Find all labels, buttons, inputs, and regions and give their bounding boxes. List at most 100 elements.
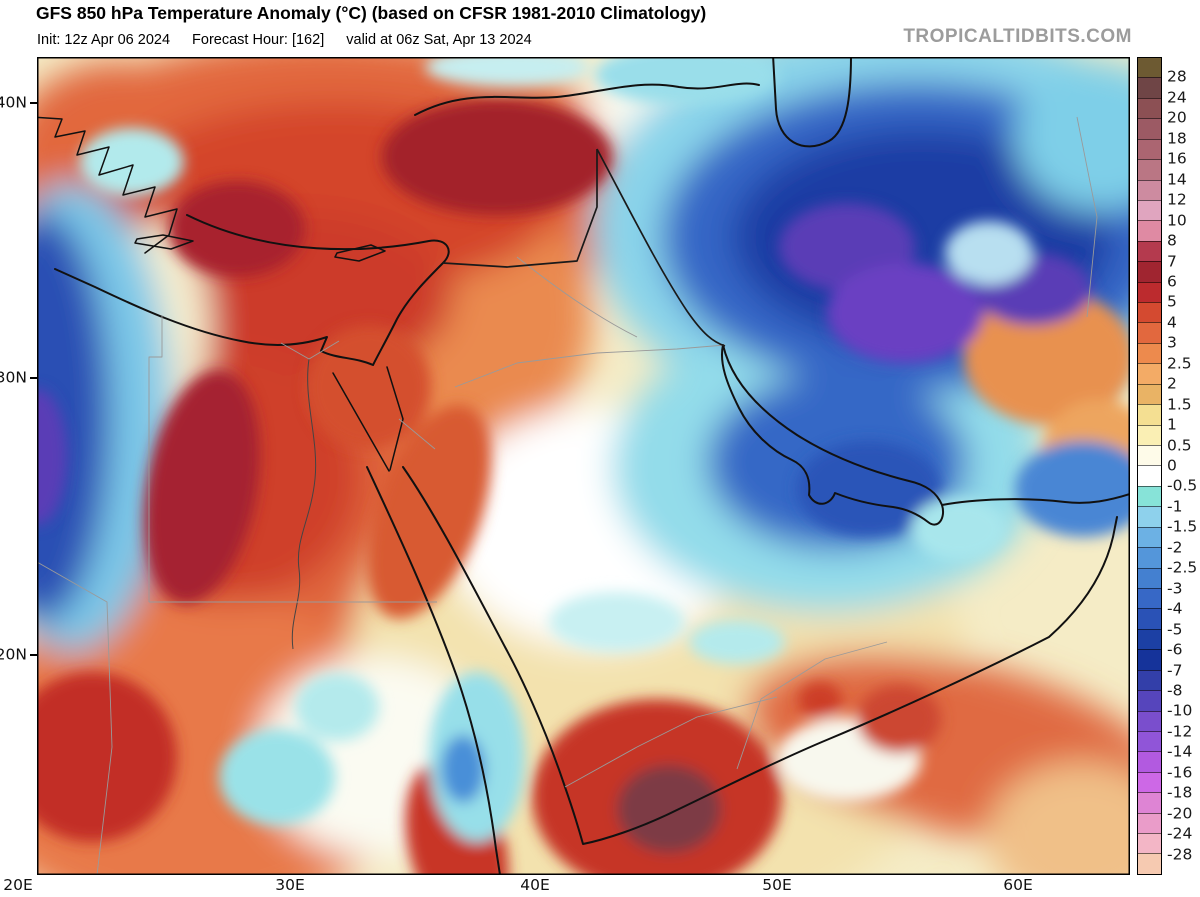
border-libya-egypt bbox=[148, 315, 163, 602]
coastline-gulf-of-aqaba bbox=[386, 366, 404, 471]
colorbar-segment bbox=[1138, 199, 1161, 221]
colorbar-tick-label: -5 bbox=[1167, 620, 1183, 639]
longitude-axis: 20E 30E 40E 50E 60E bbox=[0, 876, 1130, 897]
anomaly-oman-red-spot bbox=[857, 685, 941, 753]
anomaly-top-cyan-1 bbox=[595, 57, 779, 105]
border-saudi-north bbox=[454, 344, 726, 388]
map-canvas bbox=[37, 57, 1130, 875]
colorbar-tick-label: -2.5 bbox=[1167, 558, 1198, 577]
colorbar-tick-label: -7 bbox=[1167, 661, 1183, 680]
colorbar-tick-label: -20 bbox=[1167, 804, 1193, 823]
coastline-crete bbox=[134, 234, 194, 250]
anomaly-iran-hole-light bbox=[945, 221, 1033, 285]
anomaly-sudan-cyan-2 bbox=[295, 673, 379, 741]
colorbar-tick-label: 0 bbox=[1167, 456, 1177, 475]
forecast-meta: Init: 12z Apr 06 2024 Forecast Hour: [16… bbox=[37, 32, 550, 48]
map-area bbox=[37, 57, 1130, 875]
anomaly-iran-coast-orange bbox=[964, 289, 1130, 425]
colorbar-segment bbox=[1138, 506, 1161, 527]
anomaly-gulf-blue-core bbox=[797, 441, 941, 537]
colorbar-tick-label: 16 bbox=[1167, 149, 1187, 168]
colorbar-tick-label: -3 bbox=[1167, 579, 1183, 598]
colorbar-tick-label: 24 bbox=[1167, 88, 1187, 107]
anomaly-aegean-cyan bbox=[80, 128, 184, 196]
colorbar-segment bbox=[1138, 812, 1161, 834]
colorbar-segment bbox=[1138, 587, 1161, 609]
colorbar-segment bbox=[1138, 363, 1161, 384]
colorbar-tick-label: -14 bbox=[1167, 742, 1193, 761]
colorbar-tick-label: 5 bbox=[1167, 293, 1177, 312]
nile-delta bbox=[280, 340, 340, 360]
coastline-caspian bbox=[772, 57, 852, 148]
coastline-arabian-peninsula bbox=[402, 466, 1118, 845]
colorbar-segment bbox=[1138, 404, 1161, 425]
colorbar-segment bbox=[1138, 730, 1161, 752]
anomaly-hormuz-cyan bbox=[911, 497, 1007, 561]
colorbar-segment bbox=[1138, 445, 1161, 466]
colorbar-tick-label: 18 bbox=[1167, 129, 1187, 148]
color-scale-bar bbox=[1137, 57, 1162, 875]
coastline-greece bbox=[37, 116, 178, 254]
colorbar-segment bbox=[1138, 669, 1161, 691]
colorbar-segment bbox=[1138, 465, 1161, 486]
lon-label: 30E bbox=[275, 876, 305, 894]
lat-tick bbox=[30, 654, 37, 656]
colorbar-segment bbox=[1138, 690, 1161, 711]
anomaly-yemen-east-cyan bbox=[689, 620, 785, 664]
colorbar-segment bbox=[1138, 322, 1161, 343]
colorbar-segment bbox=[1138, 608, 1161, 629]
anomaly-turkey-dark-east bbox=[382, 99, 612, 215]
coastline-black-sea bbox=[414, 82, 760, 116]
colorbar-tick-label: -0.5 bbox=[1167, 477, 1198, 496]
river-nile bbox=[291, 358, 317, 650]
colorbar-tick-label: 1.5 bbox=[1167, 395, 1192, 414]
anomaly-yemen-dark-core bbox=[617, 765, 721, 853]
latitude-axis: 40N 30N 20N bbox=[0, 57, 37, 875]
colorbar-tick-label: -8 bbox=[1167, 681, 1183, 700]
colorbar-tick-label: -12 bbox=[1167, 722, 1193, 741]
anomaly-saudi-south-cyan bbox=[549, 592, 685, 652]
colorbar-segment bbox=[1138, 342, 1161, 364]
colorbar-tick-label: -4 bbox=[1167, 599, 1183, 618]
colorbar-segment bbox=[1138, 240, 1161, 262]
anomaly-topright-cyan bbox=[1014, 62, 1130, 212]
border-iraq-iran bbox=[596, 148, 726, 347]
anomaly-sudan-dark-red bbox=[37, 672, 177, 842]
colorbar-tick-label: 7 bbox=[1167, 252, 1177, 271]
anomaly-cold-purple-2 bbox=[827, 263, 983, 363]
colorbar-segment bbox=[1138, 649, 1161, 670]
colorbar-tick-label: -24 bbox=[1167, 824, 1193, 843]
colorbar-tick-label: 2.5 bbox=[1167, 354, 1192, 373]
colorbar-tick-label: 28 bbox=[1167, 68, 1187, 87]
colorbar-segment bbox=[1138, 526, 1161, 548]
colorbar-segment bbox=[1138, 751, 1161, 772]
colorbar-segment bbox=[1138, 118, 1161, 139]
lon-label: 20E bbox=[3, 876, 33, 894]
color-scale-ticks: 28 24 20 18 16 14 12 10 8 7 6 5 4 3 2.5 2 1.5 1 0.5 0 -0.5 -1… bbox=[1167, 57, 1200, 875]
colorbar-segment bbox=[1138, 853, 1161, 874]
colorbar-segment bbox=[1138, 281, 1161, 303]
border-jordan bbox=[398, 418, 436, 450]
colorbar-segment bbox=[1138, 833, 1161, 854]
colorbar-tick-label: -6 bbox=[1167, 640, 1183, 659]
colorbar-tick-label: 4 bbox=[1167, 313, 1177, 332]
colorbar-segment bbox=[1138, 710, 1161, 731]
colorbar-tick-label: 20 bbox=[1167, 108, 1187, 127]
colorbar-tick-label: 2 bbox=[1167, 374, 1177, 393]
lat-label: 20N bbox=[0, 645, 27, 664]
lon-label: 40E bbox=[520, 876, 550, 894]
anomaly-turkey-dark-west bbox=[169, 181, 305, 277]
colorbar-tick-label: 12 bbox=[1167, 190, 1187, 209]
anomaly-redsea-coast-red bbox=[366, 405, 492, 619]
colorbar-tick-label: 14 bbox=[1167, 170, 1187, 189]
anomaly-redsea-blue bbox=[441, 735, 485, 803]
anomaly-top-cyan-2 bbox=[425, 57, 589, 87]
colorbar-tick-label: 3 bbox=[1167, 333, 1177, 352]
anomaly-egypt-dark-streak bbox=[144, 370, 260, 604]
colorbar-segment bbox=[1138, 159, 1161, 180]
colorbar-tick-label: 0.5 bbox=[1167, 436, 1192, 455]
valid-time: valid at 06z Sat, Apr 13 2024 bbox=[346, 32, 532, 48]
coastline-persian-gulf bbox=[721, 344, 944, 526]
anomaly-libya-cold-purple bbox=[37, 389, 67, 525]
